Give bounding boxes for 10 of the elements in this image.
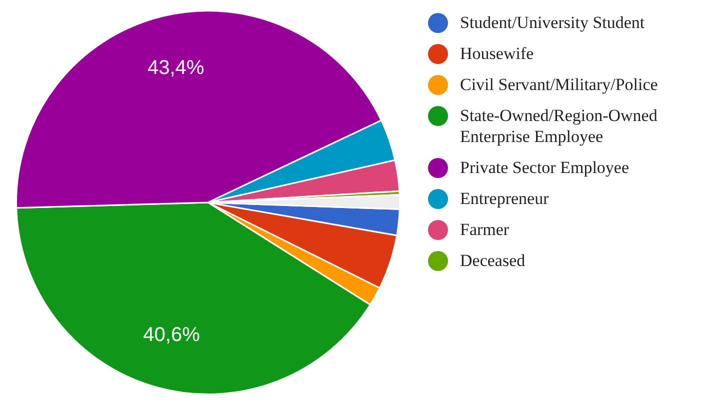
legend-label: Civil Servant/Military/Police — [460, 74, 658, 95]
legend-label: Private Sector Employee — [460, 157, 630, 178]
data-label: 40,6% — [143, 324, 200, 346]
legend-label: Housewife — [460, 43, 534, 64]
legend-label: Entrepreneur — [460, 188, 549, 209]
legend-label: Deceased — [460, 250, 526, 271]
legend-label: Student/University Student — [460, 12, 645, 33]
legend-label: Farmer — [460, 219, 510, 240]
legend-label: State-Owned/Region-Owned Enterprise Employee — [460, 105, 658, 147]
data-label: 43,4% — [147, 56, 204, 79]
